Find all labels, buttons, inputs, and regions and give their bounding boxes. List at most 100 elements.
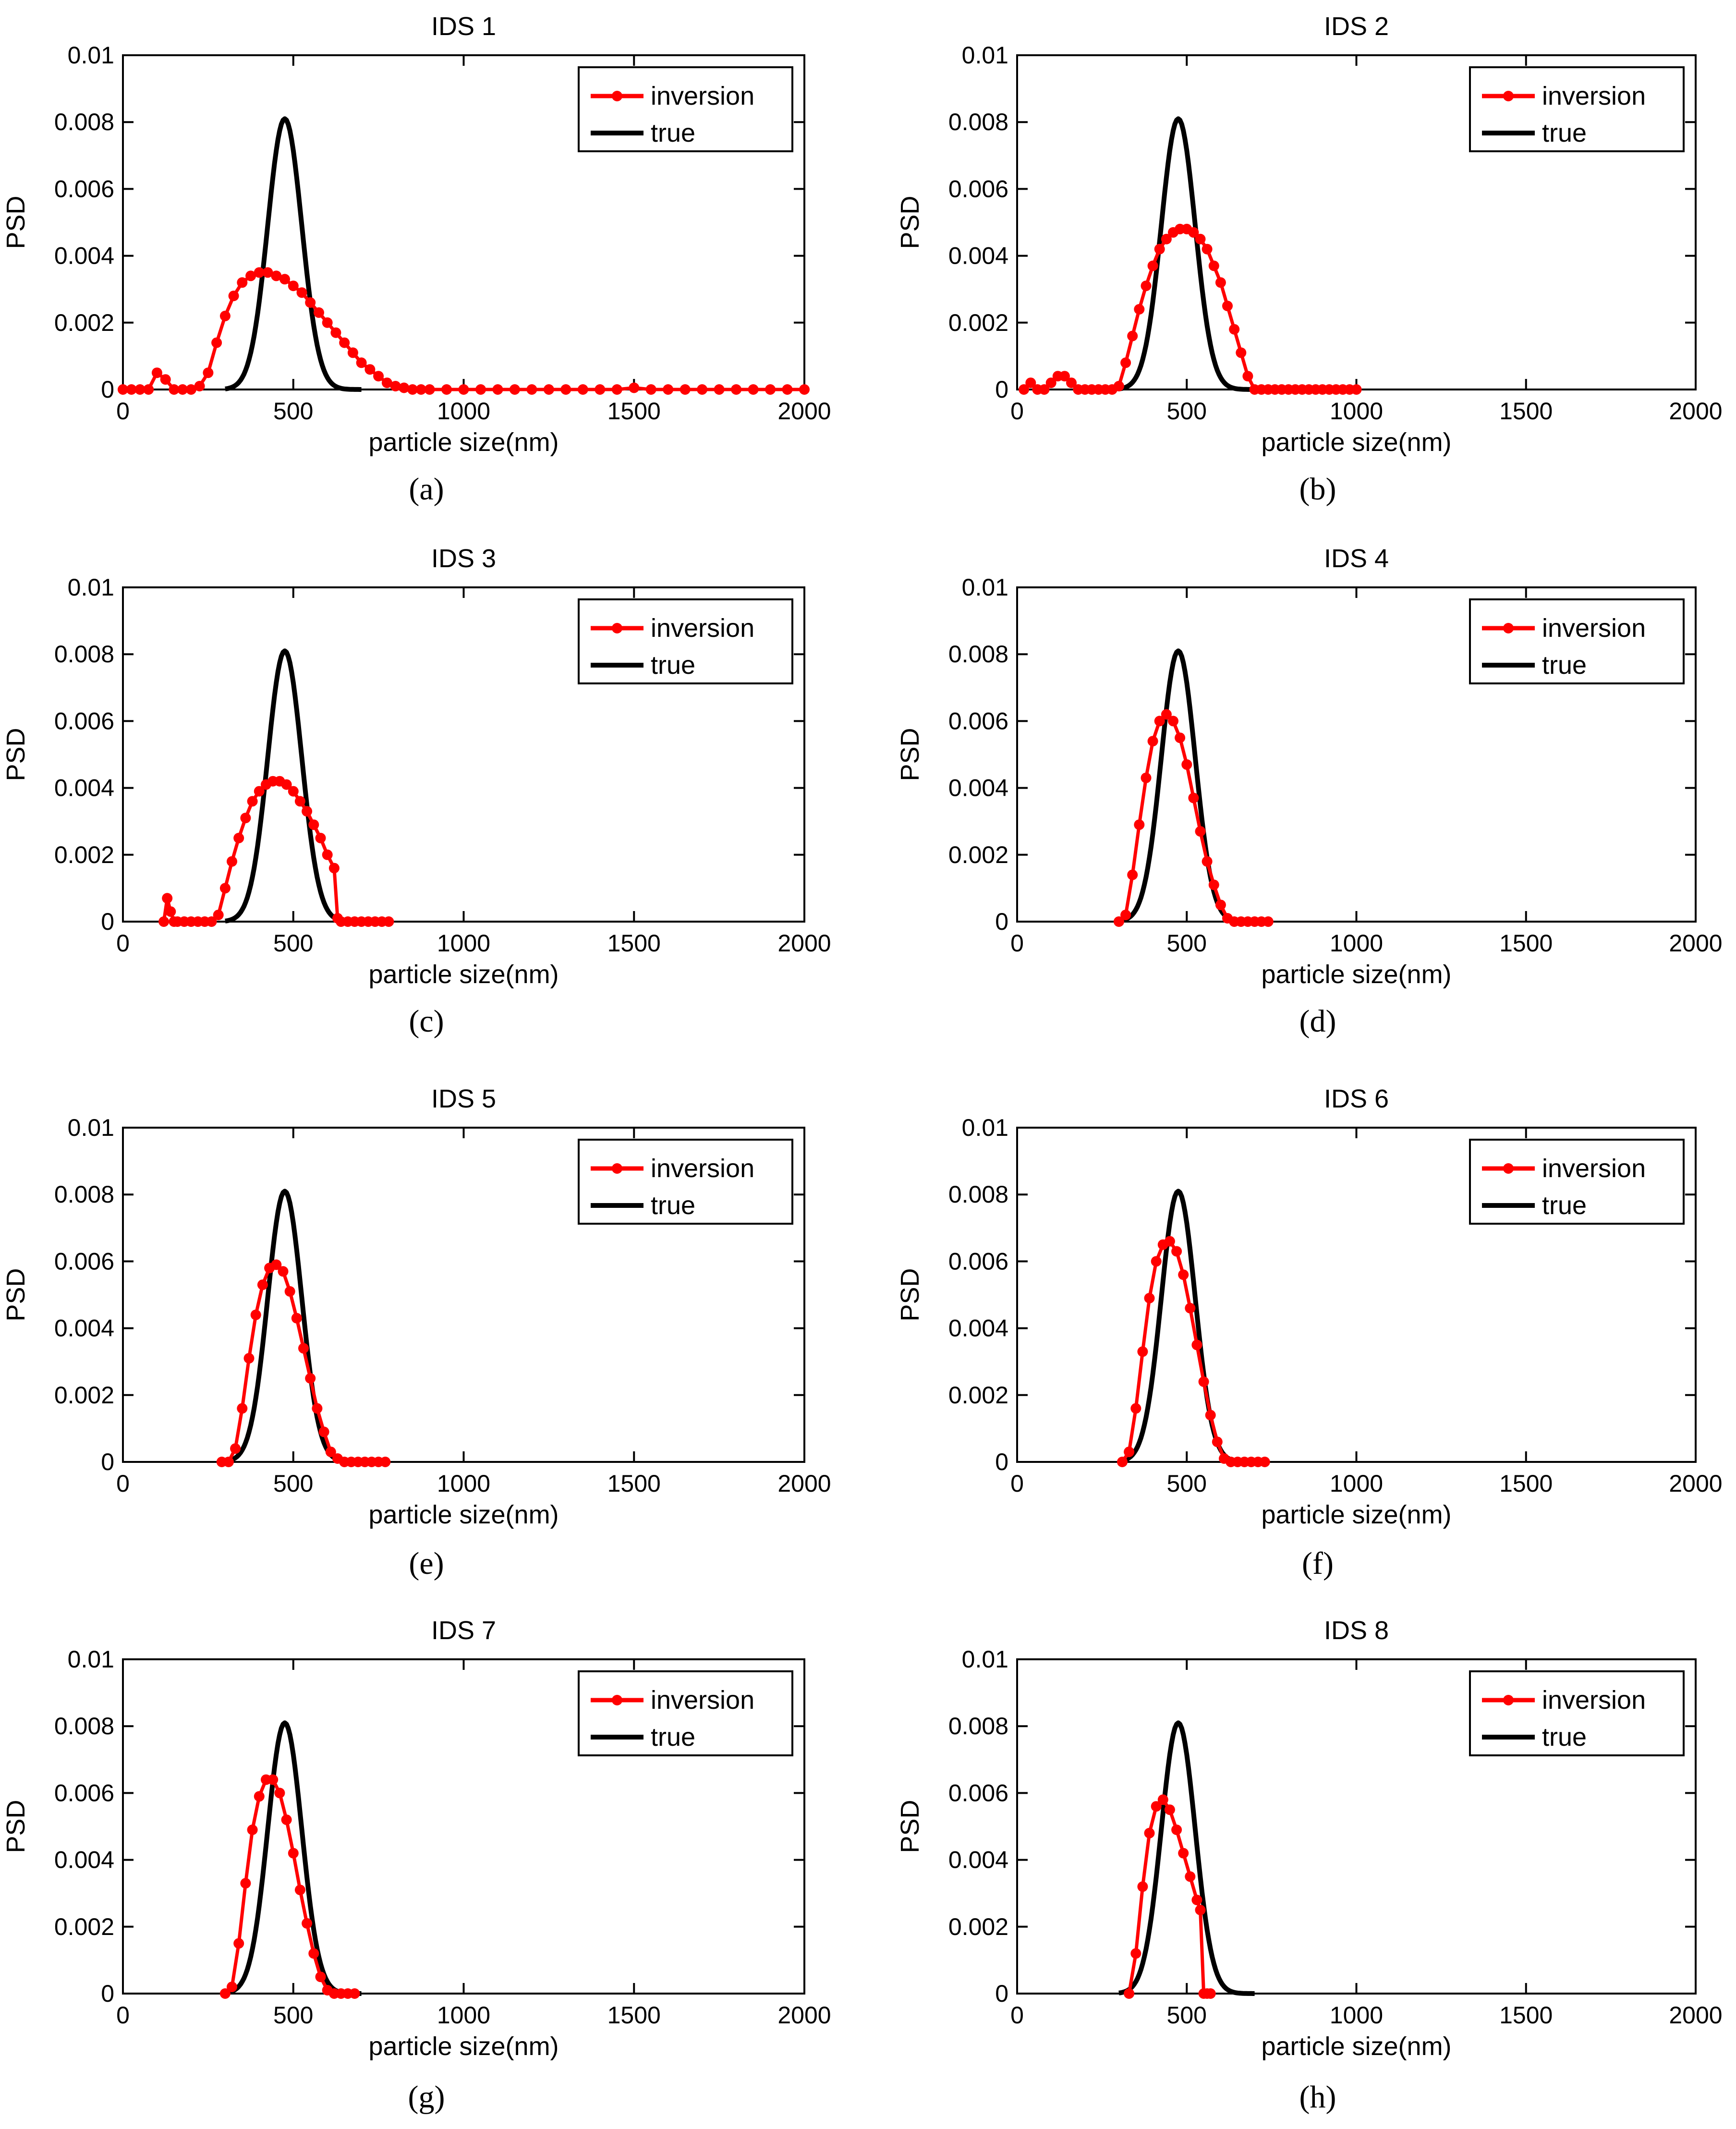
inversion-point — [1242, 371, 1253, 382]
inversion-point — [458, 384, 469, 395]
inversion-point — [1144, 1827, 1155, 1838]
inversion-point — [1137, 1881, 1148, 1892]
inversion-point — [213, 910, 224, 921]
inversion-point — [1134, 304, 1145, 315]
inversion-point — [1147, 260, 1158, 271]
inversion-point — [247, 796, 258, 807]
y-tick-label: 0.002 — [54, 1382, 114, 1409]
inversion-point — [1161, 709, 1172, 720]
inversion-point — [233, 1938, 244, 1949]
inversion-point — [219, 1988, 231, 1999]
y-axis-label: PSD — [896, 1800, 924, 1853]
inversion-point — [1154, 716, 1165, 727]
chart-title: IDS 4 — [1324, 544, 1389, 573]
x-tick-label: 1000 — [437, 398, 490, 425]
inversion-point — [288, 786, 299, 797]
inversion-point — [1164, 1804, 1175, 1815]
panel-caption: (d) — [1299, 1004, 1336, 1039]
inversion-point — [315, 1971, 326, 1983]
x-tick-label: 1000 — [1330, 398, 1383, 425]
inversion-point — [1236, 347, 1247, 358]
panel-caption: (g) — [408, 2080, 445, 2115]
inversion-point — [1127, 330, 1138, 341]
y-tick-label: 0.002 — [54, 841, 114, 868]
legend-inversion-marker — [1503, 1163, 1514, 1174]
inversion-point — [1212, 1436, 1223, 1448]
inversion-point — [1025, 377, 1036, 389]
y-tick-label: 0.004 — [948, 243, 1008, 269]
inversion-point — [203, 367, 214, 378]
chart-panel-a: 0 500 1000 1500 2000 0 0.002 0.004 0.006 0.008 0.0… — [1, 12, 831, 507]
inversion-point — [645, 384, 656, 395]
inversion-point — [1151, 1256, 1162, 1267]
inversion-point — [680, 384, 691, 395]
inversion-point — [1147, 736, 1158, 747]
x-axis-label: particle size(nm) — [368, 1500, 558, 1529]
y-tick-label: 0.006 — [54, 707, 114, 734]
inversion-point — [1215, 900, 1226, 911]
y-tick-label: 0.008 — [54, 109, 114, 135]
inversion-point — [1127, 869, 1138, 880]
legend-label-inversion: inversion — [651, 614, 754, 643]
inversion-point — [1202, 243, 1213, 255]
inversion-point — [185, 384, 196, 395]
inversion-point — [284, 1286, 295, 1297]
x-tick-label: 500 — [1167, 2002, 1207, 2029]
chart-title: IDS 1 — [431, 12, 496, 41]
inversion-point — [390, 381, 401, 391]
inversion-point — [611, 384, 622, 395]
inversion-point — [1134, 819, 1145, 830]
y-tick-label: 0.008 — [948, 641, 1008, 668]
y-tick-label: 0.004 — [54, 1847, 114, 1874]
y-tick-label: 0.01 — [68, 1114, 114, 1141]
legend-box — [578, 598, 793, 684]
inversion-point — [257, 1279, 268, 1290]
inversion-point — [1039, 384, 1050, 395]
inversion-point — [1191, 1339, 1202, 1350]
y-tick-label: 0.002 — [948, 1913, 1008, 1940]
legend-inversion-marker — [612, 1695, 622, 1705]
inversion-point — [1185, 1871, 1196, 1882]
inversion-point — [302, 1918, 313, 1929]
inversion-point — [1208, 260, 1219, 271]
inversion-point — [1141, 772, 1152, 783]
y-tick-label: 0 — [101, 908, 114, 935]
legend-inversion-marker — [1503, 1695, 1514, 1705]
x-tick-label: 0 — [116, 398, 130, 425]
legend-inversion-marker — [1503, 91, 1514, 101]
inversion-point — [1066, 377, 1077, 389]
y-tick-label: 0 — [995, 908, 1008, 935]
y-tick-label: 0.002 — [948, 1382, 1008, 1409]
inversion-point — [1124, 1447, 1135, 1458]
legend-box — [578, 1139, 793, 1225]
x-tick-label: 1000 — [437, 930, 490, 957]
inversion-point — [347, 347, 358, 358]
true-series-line — [1118, 116, 1255, 392]
inversion-point — [697, 384, 708, 395]
inversion-point — [169, 384, 180, 395]
y-tick-label: 0.002 — [948, 841, 1008, 868]
x-tick-label: 1500 — [1499, 2002, 1553, 2029]
legend-box — [1469, 1670, 1685, 1756]
inversion-point — [356, 357, 367, 368]
chart-title: IDS 3 — [431, 544, 496, 573]
inversion-point — [219, 883, 231, 894]
inversion-point — [314, 307, 324, 318]
y-tick-label: 0.002 — [948, 309, 1008, 336]
inversion-point — [1059, 371, 1070, 382]
y-tick-label: 0 — [101, 1980, 114, 2007]
inversion-point — [765, 384, 776, 395]
inversion-point — [227, 1982, 237, 1993]
inversion-point — [1137, 1346, 1148, 1357]
inversion-point — [254, 267, 265, 278]
x-tick-label: 2000 — [777, 398, 831, 425]
inversion-point — [1202, 856, 1213, 867]
y-tick-label: 0.008 — [948, 109, 1008, 135]
chart-panel-b: 0 500 1000 1500 2000 0 0.002 0.004 0.006 0.008 0.0… — [896, 12, 1723, 507]
legend-label-true: true — [1542, 119, 1587, 147]
chart-panel-h: 0 500 1000 1500 2000 0 0.002 0.004 0.006 0.008 0.0… — [896, 1616, 1723, 2115]
x-tick-label: 0 — [116, 2002, 130, 2029]
chart-panel-c: 0 500 1000 1500 2000 0 0.002 0.004 0.006 0.008 0.0… — [1, 544, 831, 1039]
y-tick-label: 0 — [101, 376, 114, 403]
y-tick-label: 0.006 — [54, 1779, 114, 1806]
